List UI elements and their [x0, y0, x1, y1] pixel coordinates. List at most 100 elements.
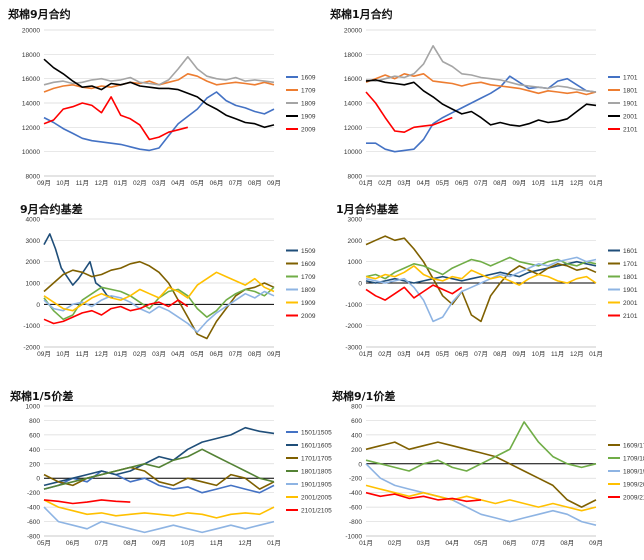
chart-title-2: 郑棉1月合约: [330, 8, 393, 21]
x-tick-label: 10月: [56, 350, 70, 358]
x-tick-label: 10月: [181, 539, 195, 547]
legend-label: 1909: [301, 300, 316, 307]
series-line-1801: [365, 73, 597, 96]
x-tick-label: 05月: [474, 539, 488, 547]
y-tick-label: 1000: [26, 404, 41, 411]
legend-label: 1601/1605: [301, 443, 332, 450]
chart-panel-6: 郑棉9/1价差 -1000 -800 -600 -400 -200 0 200 400 600 8…: [328, 384, 644, 556]
y-tick-label: -600: [349, 505, 362, 512]
y-tick-label: 16000: [22, 76, 40, 83]
legend-label: 1601: [623, 248, 638, 255]
x-tick-label: 01月: [359, 539, 373, 547]
x-tick-label: 06月: [66, 539, 80, 547]
legend-label: 1609/1701: [623, 443, 644, 450]
x-tick-label: 08月: [493, 350, 507, 358]
legend-label: 1701: [623, 75, 638, 82]
x-tick-label: 06月: [455, 179, 469, 187]
y-tick-label: -1000: [345, 302, 362, 309]
x-tick-label: 02月: [133, 350, 147, 358]
x-tick-label: 01月: [114, 179, 128, 187]
legend-label: 1809: [301, 287, 316, 294]
y-tick-label: 1000: [348, 259, 363, 266]
y-tick-label: 0: [36, 302, 40, 309]
x-tick-label: 10月: [56, 179, 70, 187]
x-tick-label: 09月: [589, 539, 603, 547]
y-tick-label: 12000: [344, 125, 362, 132]
y-tick-label: 2000: [348, 238, 363, 245]
y-tick-label: 0: [358, 281, 362, 288]
series-line-2001: [365, 79, 597, 127]
y-tick-label: 10000: [22, 149, 40, 156]
x-tick-label: 04月: [171, 350, 185, 358]
x-tick-label: 09月: [152, 539, 166, 547]
legend-label: 1501/1505: [301, 430, 332, 437]
x-tick-label: 12月: [95, 350, 109, 358]
chart-panel-2: 郑棉1月合约 8000 10000 12000 14000 16000 18000 2000…: [328, 6, 640, 190]
y-tick-label: -600: [27, 519, 40, 526]
series-line-1801-1805: [43, 448, 275, 490]
legend-label: 2001: [623, 300, 638, 307]
legend-label: 2009/2101: [623, 495, 644, 502]
chart-title-1: 郑棉9月合约: [8, 8, 71, 21]
x-tick-label: 06月: [455, 350, 469, 358]
x-tick-label: 02月: [388, 539, 402, 547]
x-tick-label: 06月: [503, 539, 517, 547]
chart-svg-5: -800 -600 -400 -200 0 200 400 600 800 1000 05月 06月 0…: [26, 404, 333, 548]
x-tick-label: 02月: [378, 350, 392, 358]
series-line-1901: [365, 44, 597, 93]
x-tick-label: 06月: [210, 179, 224, 187]
y-tick-label: 200: [29, 461, 40, 468]
series-line-2101-2105: [43, 499, 131, 505]
chart-panel-4: 1月合约基差 -3000 -2000 -1000 0 1000 2000 3000 01月 02…: [328, 197, 640, 367]
y-tick-label: 4000: [26, 217, 41, 224]
x-tick-label: 05月: [190, 350, 204, 358]
x-tick-label: 04月: [417, 179, 431, 187]
series-line-1909: [43, 58, 275, 129]
series-line-1601: [365, 260, 597, 284]
x-tick-label: 11月: [551, 350, 564, 358]
x-tick-label: 01月: [589, 179, 603, 187]
x-tick-label: 01月: [589, 350, 603, 358]
chart-svg-4: -3000 -2000 -1000 0 1000 2000 3000 01月 02月 03月 04月…: [345, 217, 638, 359]
y-tick-label: 600: [29, 432, 40, 439]
legend-label: 1709: [301, 88, 316, 95]
y-tick-label: -3000: [345, 345, 362, 352]
x-tick-label: 05月: [436, 350, 450, 358]
x-tick-label: 07月: [229, 350, 243, 358]
chart-title-4: 1月合约基差: [336, 203, 399, 216]
x-tick-label: 01月: [359, 350, 373, 358]
chart-title-3: 9月合约基差: [20, 203, 83, 216]
series-line-1609: [43, 260, 275, 340]
y-tick-label: 18000: [344, 52, 362, 59]
chart-title-6: 郑棉9/1价差: [332, 390, 396, 403]
chart-panel-5: 郑棉1/5价差 -800 -600 -400 -200 0 200 400 600 800 100…: [6, 384, 333, 556]
x-tick-label: 10月: [532, 350, 546, 358]
series-line-2001-2005: [43, 499, 275, 519]
x-tick-label: 07月: [95, 539, 109, 547]
y-tick-label: 8000: [348, 174, 363, 181]
series-line-1909-2001: [365, 484, 597, 512]
x-tick-label: 09月: [267, 179, 281, 187]
x-tick-label: 09月: [512, 179, 526, 187]
x-tick-label: 03月: [152, 179, 166, 187]
x-tick-label: 05月: [436, 179, 450, 187]
legend-label: 1801: [623, 274, 638, 281]
y-tick-label: 20000: [344, 28, 362, 35]
x-tick-label: 08月: [560, 539, 574, 547]
x-tick-label: 10月: [532, 179, 546, 187]
legend-label: 1609: [301, 75, 316, 82]
y-tick-label: 1000: [26, 281, 41, 288]
legend-label: 2101/2105: [301, 508, 332, 515]
y-tick-label: 400: [29, 447, 40, 454]
y-tick-label: 400: [351, 432, 362, 439]
y-tick-label: 200: [351, 447, 362, 454]
x-tick-label: 08月: [493, 179, 507, 187]
x-tick-label: 03月: [397, 179, 411, 187]
series-line-1909: [43, 271, 275, 312]
x-tick-label: 07月: [474, 179, 488, 187]
series-line-2101: [365, 91, 453, 133]
y-tick-label: -200: [349, 476, 362, 483]
series-line-2009-2101: [365, 491, 482, 503]
legend-label: 1701: [623, 261, 638, 268]
y-tick-label: 600: [351, 418, 362, 425]
